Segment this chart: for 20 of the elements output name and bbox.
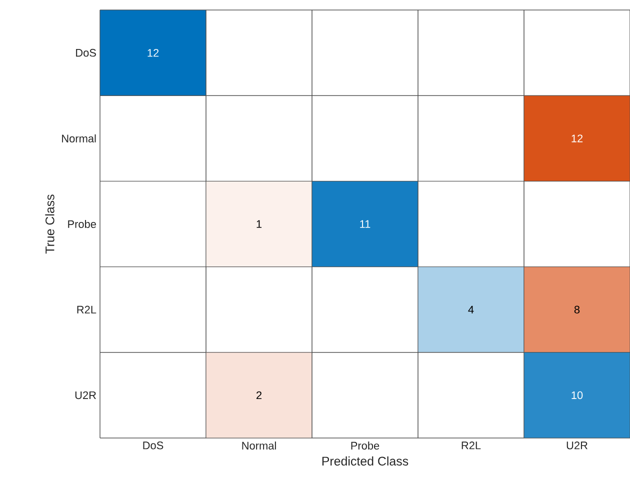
y-tick-label: DoS (76, 48, 96, 57)
data-label: 2 (256, 391, 262, 400)
x-tick-label: R2L (462, 442, 481, 450)
x-tick-label: Normal (242, 442, 276, 450)
data-label: 4 (468, 306, 474, 314)
y-tick-label: Probe (68, 220, 96, 228)
x-tick-label: DoS (143, 442, 164, 450)
y-axis-title: True Class (45, 194, 54, 254)
x-axis-title: Predicted Class (322, 456, 408, 466)
x-tick-label: Probe (351, 442, 380, 450)
y-tick-label: Normal (62, 134, 96, 142)
data-label: 10 (572, 391, 583, 400)
data-label: 12 (572, 134, 583, 142)
y-tick-label: U2R (75, 391, 96, 400)
data-label: 8 (574, 306, 580, 314)
data-label: 12 (148, 48, 159, 57)
data-label: 11 (360, 220, 370, 228)
x-tick-label: U2R (566, 442, 588, 450)
data-label: 1 (256, 220, 262, 228)
y-tick-label: R2L (77, 306, 96, 314)
